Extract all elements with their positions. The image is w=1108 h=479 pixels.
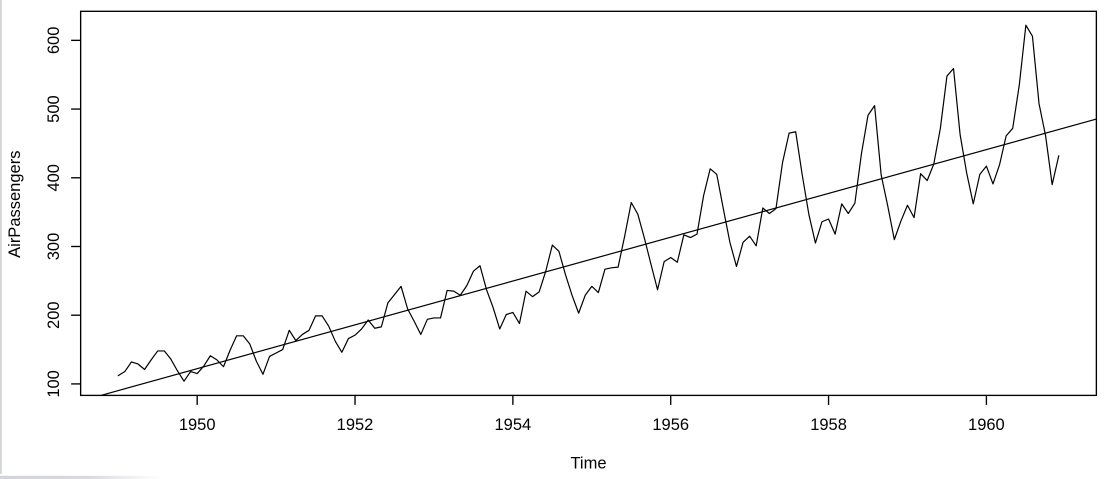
svg-text:500: 500: [45, 95, 63, 123]
svg-text:1954: 1954: [495, 416, 532, 434]
svg-text:100: 100: [45, 370, 63, 398]
svg-text:1958: 1958: [810, 416, 847, 434]
svg-text:1950: 1950: [179, 416, 216, 434]
svg-text:AirPassengers: AirPassengers: [6, 151, 24, 258]
svg-text:300: 300: [45, 233, 63, 261]
svg-text:1960: 1960: [968, 416, 1005, 434]
svg-text:1956: 1956: [652, 416, 689, 434]
svg-text:200: 200: [45, 301, 63, 329]
svg-text:1952: 1952: [337, 416, 374, 434]
svg-text:600: 600: [45, 27, 63, 55]
svg-text:Time: Time: [570, 455, 606, 473]
svg-text:400: 400: [45, 164, 63, 192]
